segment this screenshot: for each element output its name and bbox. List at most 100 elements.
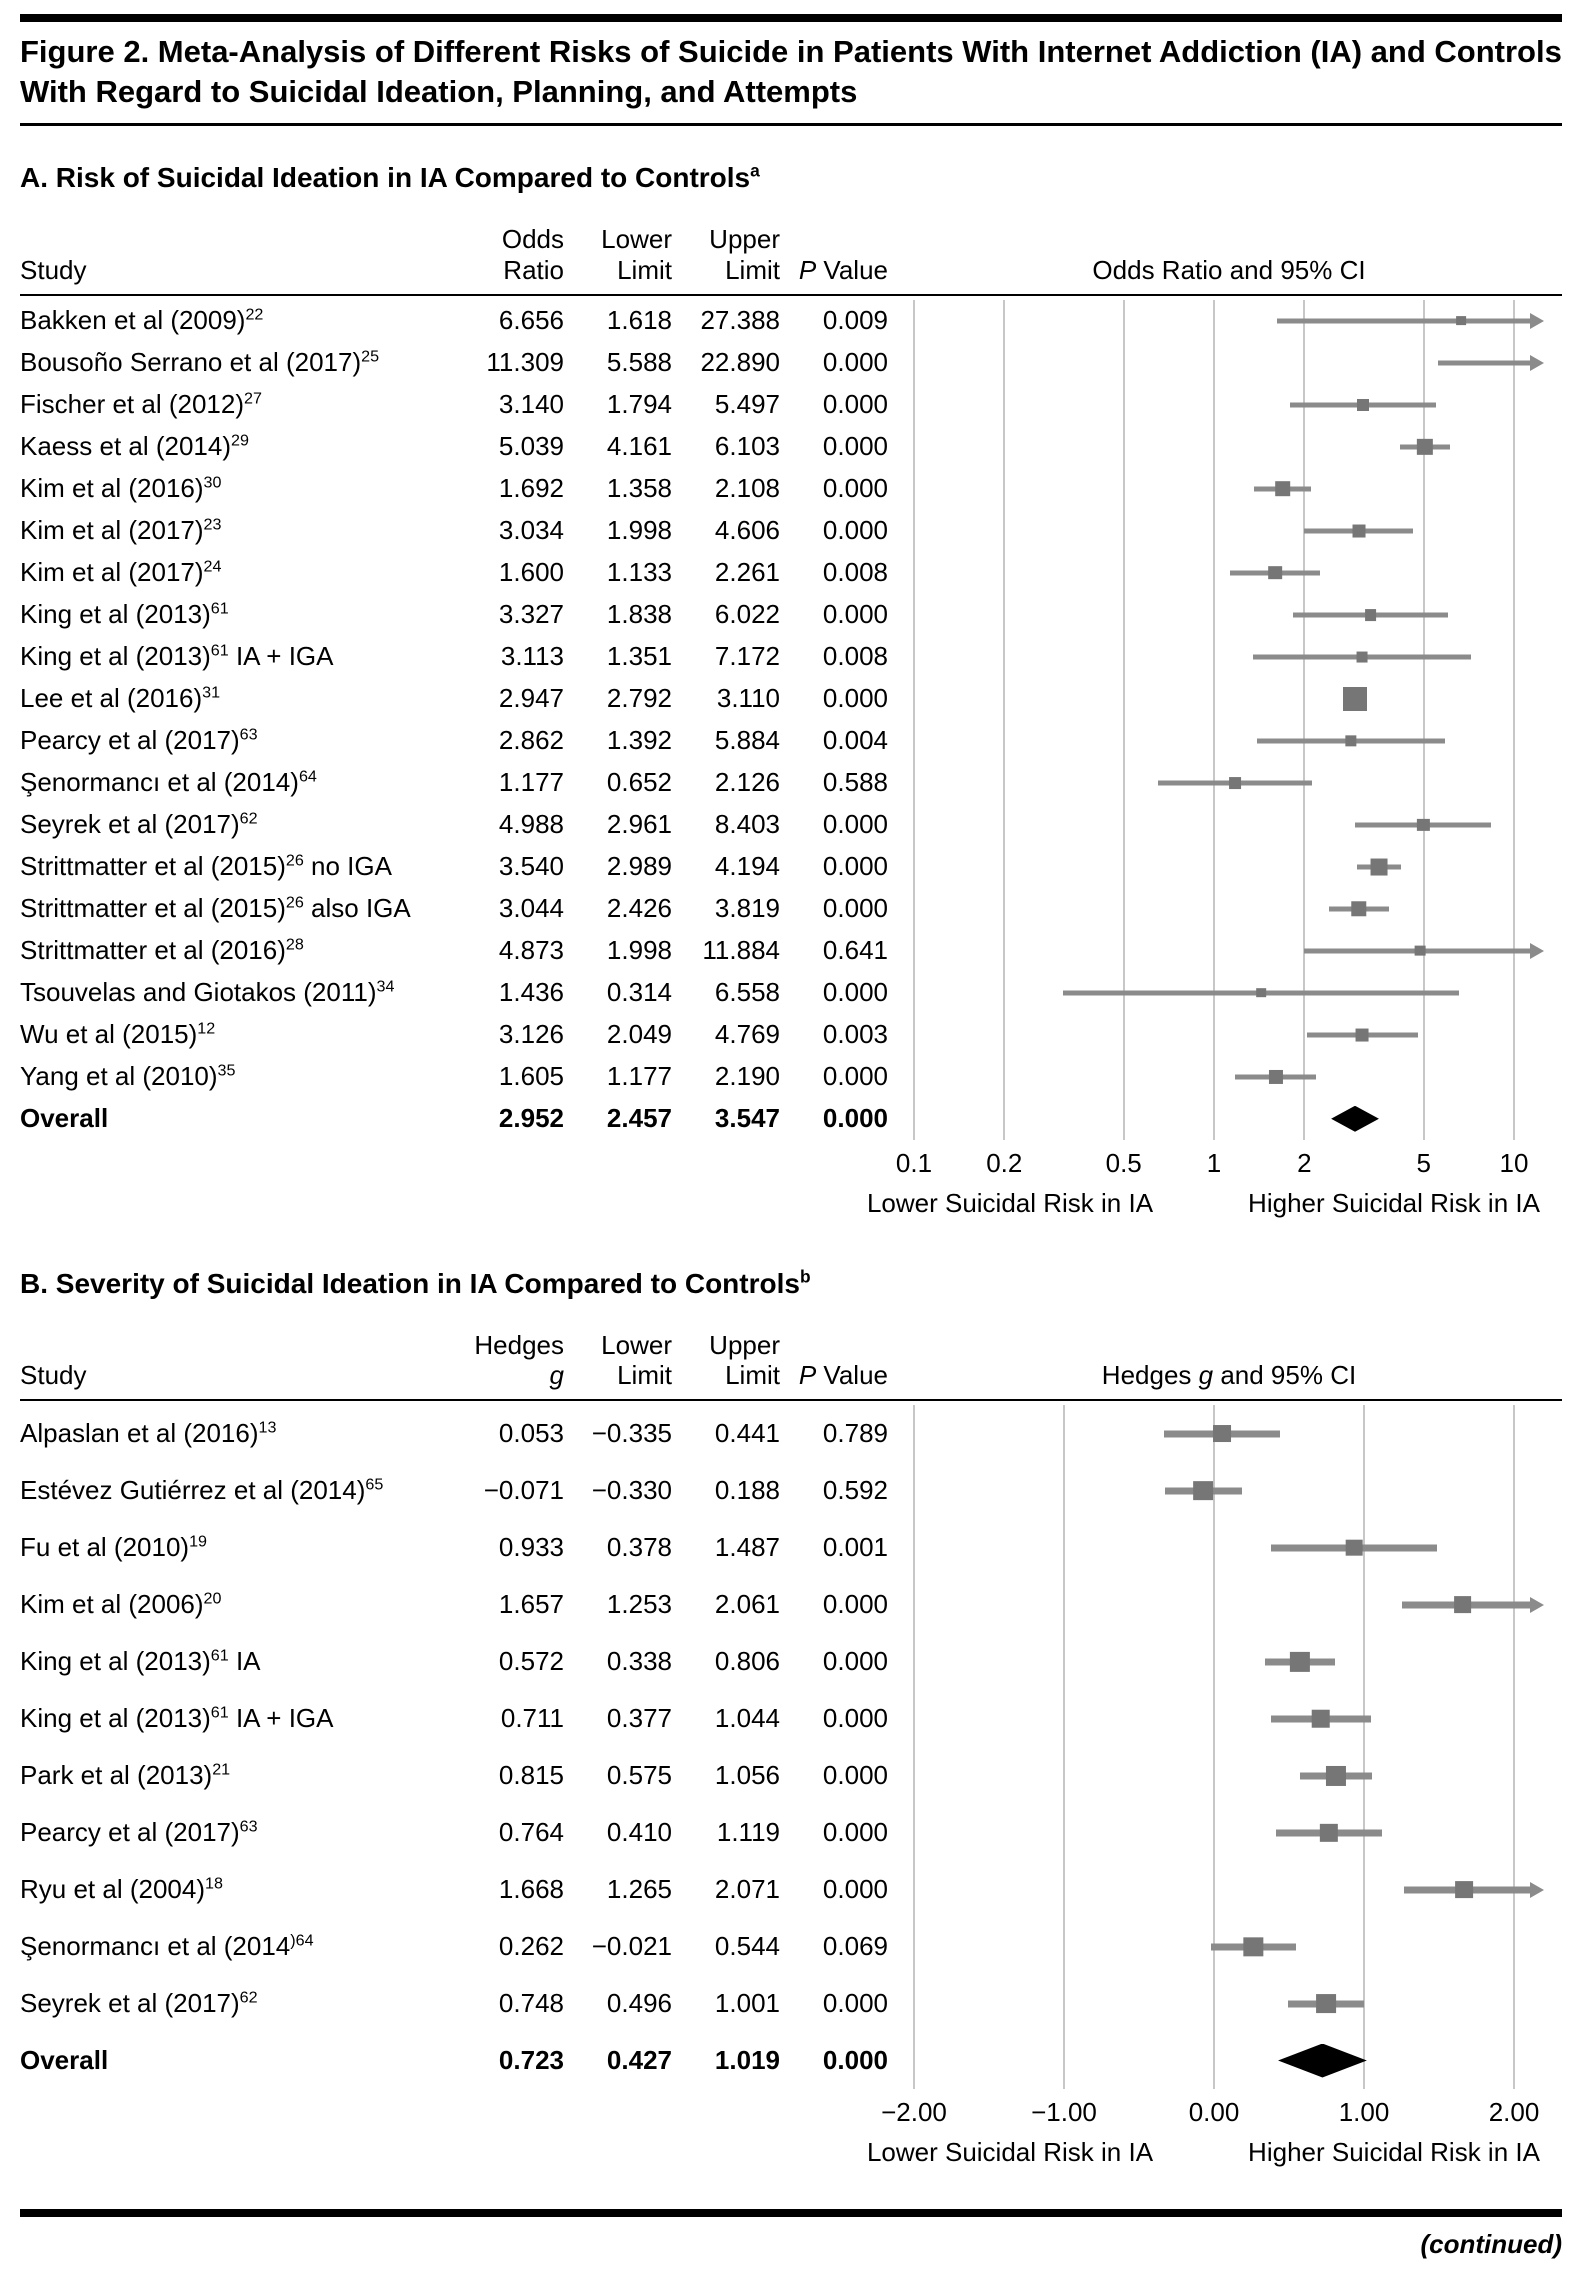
plot-header-italic: g bbox=[1198, 1360, 1214, 1391]
study-suffix: IA + IGA bbox=[228, 641, 334, 672]
ci-plot-cell bbox=[904, 510, 1554, 552]
study-name: Yang et al (2010) bbox=[20, 1061, 218, 1092]
reference-superscript: 62 bbox=[239, 809, 258, 828]
plot-gridline bbox=[1422, 299, 1425, 1140]
p-value: 0.008 bbox=[822, 641, 888, 672]
effect-value: 0.572 bbox=[498, 1646, 564, 1677]
plot-gridline bbox=[1003, 299, 1006, 1140]
lower-limit-value: 0.427 bbox=[606, 2045, 672, 2076]
panel-b-grid-overlay bbox=[904, 1405, 1554, 2090]
ci-plot-cell bbox=[904, 930, 1554, 972]
col-header-odds-ratio: Odds Ratio bbox=[460, 224, 580, 285]
effect-value: 0.764 bbox=[498, 1817, 564, 1848]
study-cell: Ryu et al (2004)18 bbox=[20, 1874, 460, 1905]
lower-limit-value: 1.998 bbox=[606, 515, 672, 546]
p-value: 0.000 bbox=[822, 1589, 888, 1620]
effect-header-text: Odds Ratio bbox=[501, 224, 564, 286]
reference-superscript: 34 bbox=[376, 977, 395, 996]
upper-limit-value: 22.890 bbox=[700, 347, 780, 378]
study-cell: Kim et al (2017)23 bbox=[20, 515, 460, 546]
effect-value: 0.711 bbox=[500, 1703, 564, 1734]
study-name: King et al (2013) bbox=[20, 641, 211, 672]
plot-gridline bbox=[1122, 299, 1125, 1140]
effect-value: 3.113 bbox=[500, 641, 564, 672]
panel-a-axis-ticks: 0.1 0.2 0.5 1 2 5 10 bbox=[896, 1147, 1554, 1184]
ci-plot-cell bbox=[904, 1975, 1554, 2032]
study-suffix: IA bbox=[228, 1646, 261, 1677]
study-name: Estévez Gutiérrez et al (2014) bbox=[20, 1475, 366, 1506]
study-suffix: also IGA bbox=[303, 893, 411, 924]
p-value: 0.000 bbox=[822, 1646, 888, 1677]
axis-tick-label: 1 bbox=[1206, 1147, 1222, 1178]
ci-plot-cell bbox=[904, 888, 1554, 930]
p-value: 0.009 bbox=[822, 305, 888, 336]
reference-superscript: 62 bbox=[239, 1988, 258, 2007]
plot-gridline bbox=[1213, 1405, 1215, 2090]
lower-limit-value: 1.838 bbox=[606, 599, 672, 630]
study-cell: King et al (2013)61 IA bbox=[20, 1646, 460, 1677]
reference-superscript: 23 bbox=[203, 515, 222, 534]
lower-limit-value: 1.794 bbox=[606, 389, 672, 420]
ci-plot-cell bbox=[904, 804, 1554, 846]
lower-limit-value: 1.358 bbox=[606, 473, 672, 504]
ci-plot-cell bbox=[904, 1918, 1554, 1975]
col-header-upper-limit: Upper Limit bbox=[709, 1329, 780, 1391]
lower-limit-value: −0.335 bbox=[591, 1418, 672, 1449]
upper-limit-value: 2.071 bbox=[714, 1874, 780, 1905]
col-header-hedges-g: Hedges g bbox=[460, 1330, 580, 1391]
axis-tick-label: 0.5 bbox=[1105, 1147, 1142, 1178]
study-name: Bakken et al (2009) bbox=[20, 305, 246, 336]
study-cell: Kim et al (2006)20 bbox=[20, 1589, 460, 1620]
effect-value: 4.873 bbox=[498, 935, 564, 966]
table-row: Strittmatter et al (2016)28 4.873 1.998 11.… bbox=[20, 930, 1562, 972]
ci-plot-cell bbox=[904, 594, 1554, 636]
p-value: 0.000 bbox=[822, 347, 888, 378]
p-value: 0.000 bbox=[822, 1061, 888, 1092]
effect-marker bbox=[1311, 1709, 1330, 1728]
p-value: 0.004 bbox=[822, 725, 888, 756]
study-name: Strittmatter et al (2015) bbox=[20, 851, 286, 882]
axis-tick-label: 0.1 bbox=[895, 1147, 933, 1178]
ci-plot-cell bbox=[904, 1633, 1554, 1690]
title-rule bbox=[20, 123, 1562, 127]
upper-limit-value: 1.056 bbox=[714, 1760, 780, 1791]
lower-limit-value: 0.652 bbox=[606, 767, 672, 798]
axis-tick-label: 0.00 bbox=[1188, 2097, 1240, 2128]
panel-a-heading: A. Risk of Suicidal Ideation in IA Compa… bbox=[20, 162, 1562, 194]
upper-limit-value: 1.119 bbox=[716, 1817, 780, 1848]
effect-marker bbox=[1357, 398, 1370, 411]
ci-plot-cell bbox=[904, 468, 1554, 510]
col-header-p-value: P Value bbox=[796, 1360, 904, 1391]
effect-marker bbox=[1243, 1936, 1263, 1957]
p-value: 0.000 bbox=[822, 2045, 888, 2076]
lower-limit-value: 2.426 bbox=[606, 893, 672, 924]
effect-value: 1.600 bbox=[498, 557, 564, 588]
upper-limit-value: 4.606 bbox=[714, 515, 780, 546]
table-row: Pearcy et al (2017)63 2.862 1.392 5.884 0.00… bbox=[20, 720, 1562, 762]
p-value: 0.001 bbox=[822, 1532, 888, 1563]
p-value: 0.000 bbox=[822, 1703, 888, 1734]
ci-plot-cell bbox=[904, 1690, 1554, 1747]
reference-superscript: 61 bbox=[210, 599, 229, 618]
lower-limit-value: 1.253 bbox=[606, 1589, 672, 1620]
reference-superscript: 27 bbox=[243, 389, 262, 408]
study-cell: Kim et al (2017)24 bbox=[20, 557, 460, 588]
ci-plot-cell bbox=[904, 1056, 1554, 1098]
upper-limit-value: 6.022 bbox=[714, 599, 780, 630]
table-row: Kim et al (2016)30 1.692 1.358 2.108 0.000 bbox=[20, 468, 1562, 510]
effect-marker bbox=[1268, 565, 1283, 580]
upper-limit-value: 6.558 bbox=[714, 977, 780, 1008]
effect-value: 3.044 bbox=[498, 893, 564, 924]
panel-a-header-rule bbox=[20, 293, 1562, 296]
lower-limit-value: 1.133 bbox=[606, 557, 672, 588]
upper-limit-value: 0.544 bbox=[714, 1931, 780, 1962]
study-name: Pearcy et al (2017) bbox=[20, 725, 240, 756]
ci-plot-cell bbox=[904, 1014, 1554, 1056]
bottom-rule bbox=[20, 2209, 1562, 2218]
axis-spacer bbox=[20, 2133, 904, 2175]
lower-limit-value: 1.265 bbox=[606, 1874, 672, 1905]
study-cell: Strittmatter et al (2015)26 also IGA bbox=[20, 893, 460, 924]
col-header-p-value: P Value bbox=[796, 255, 904, 286]
panel-b: B. Severity of Suicidal Ideation in IA C… bbox=[20, 1268, 1562, 2175]
p-header-italic: P bbox=[798, 255, 817, 286]
